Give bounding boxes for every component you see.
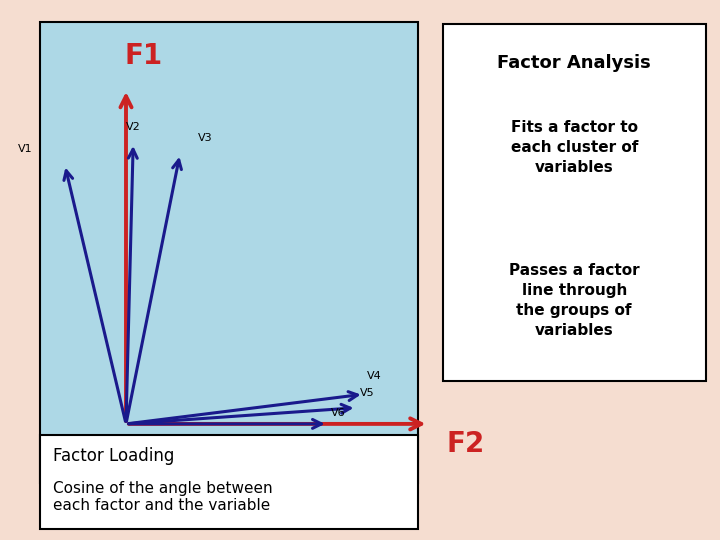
Text: Factor Loading: Factor Loading	[53, 447, 174, 464]
Text: Factor Analysis: Factor Analysis	[498, 54, 651, 72]
Text: V6: V6	[331, 408, 346, 418]
FancyBboxPatch shape	[443, 24, 706, 381]
FancyBboxPatch shape	[40, 435, 418, 529]
Text: Passes a factor
line through
the groups of
variables: Passes a factor line through the groups …	[509, 264, 639, 338]
Text: Fits a factor to
each cluster of
variables: Fits a factor to each cluster of variabl…	[510, 120, 638, 174]
Text: V4: V4	[367, 370, 382, 381]
Text: V1: V1	[18, 144, 32, 154]
Text: V3: V3	[198, 133, 212, 143]
Text: Cosine of the angle between
each factor and the variable: Cosine of the angle between each factor …	[53, 481, 272, 513]
Text: V2: V2	[126, 122, 140, 132]
Text: F1: F1	[125, 42, 163, 70]
Text: V5: V5	[360, 388, 374, 398]
FancyBboxPatch shape	[40, 22, 418, 483]
Text: F2: F2	[446, 430, 485, 458]
